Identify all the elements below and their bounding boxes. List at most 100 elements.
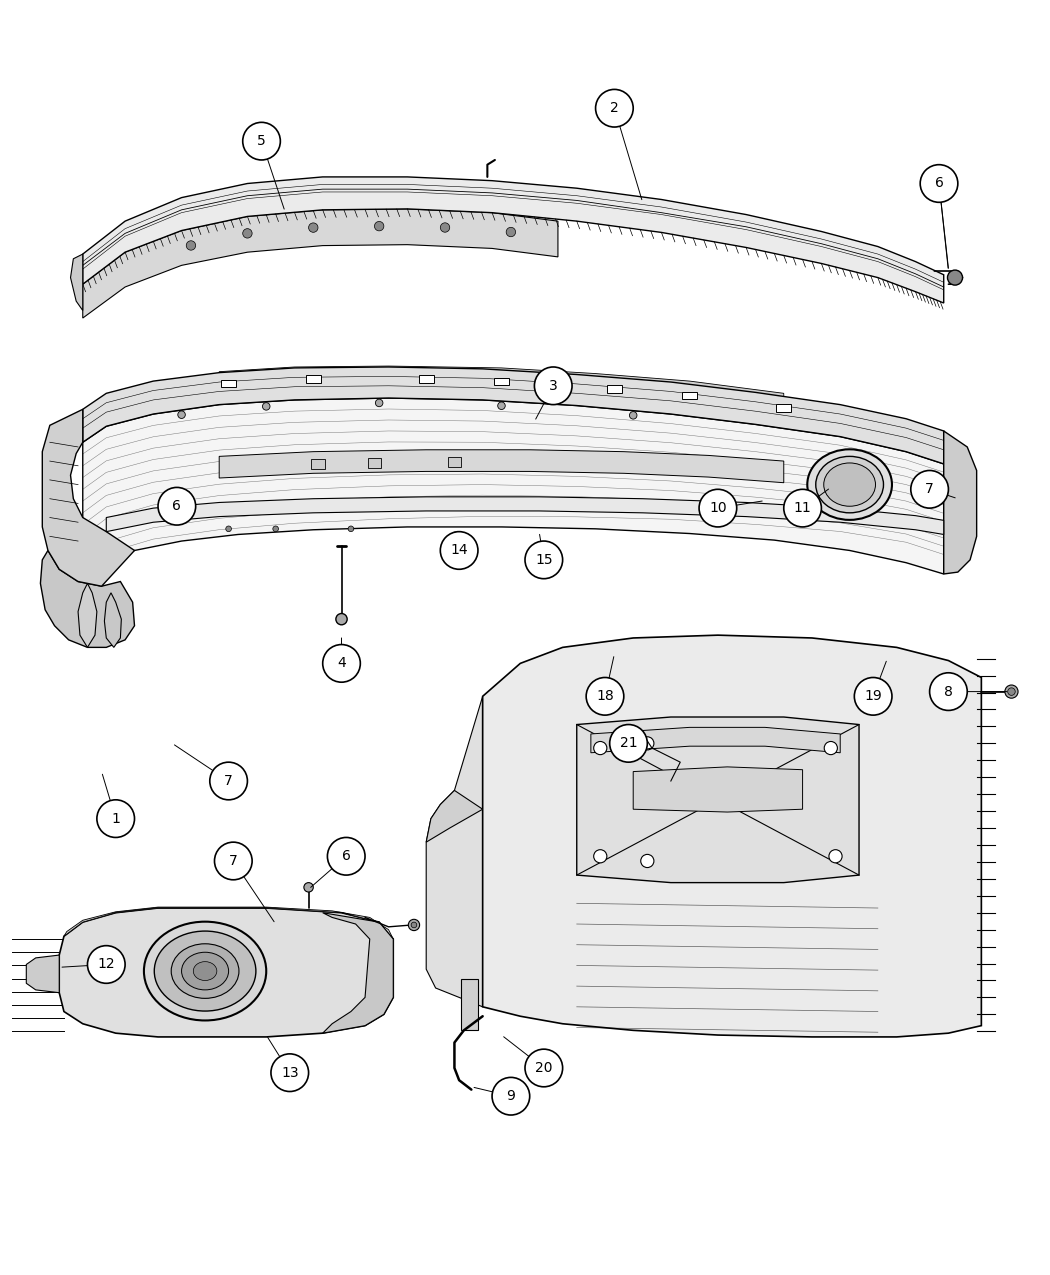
Circle shape	[610, 724, 647, 762]
Polygon shape	[83, 367, 944, 464]
Bar	[306, 375, 321, 382]
Text: 13: 13	[281, 1066, 298, 1080]
Circle shape	[498, 402, 505, 409]
Text: 3: 3	[549, 379, 558, 393]
Polygon shape	[576, 717, 859, 882]
Text: 7: 7	[925, 482, 934, 496]
Text: 1: 1	[111, 812, 120, 826]
Circle shape	[440, 223, 449, 232]
Circle shape	[855, 677, 891, 715]
Polygon shape	[104, 593, 122, 648]
Polygon shape	[64, 907, 394, 940]
Text: 11: 11	[794, 501, 812, 515]
Text: 7: 7	[225, 774, 233, 788]
Circle shape	[699, 490, 737, 527]
Circle shape	[322, 645, 360, 682]
Circle shape	[586, 677, 624, 715]
Circle shape	[159, 487, 195, 525]
Circle shape	[506, 227, 516, 237]
Circle shape	[1008, 687, 1015, 695]
Text: 18: 18	[596, 690, 614, 704]
Circle shape	[640, 854, 654, 867]
Text: 5: 5	[257, 134, 266, 148]
Circle shape	[629, 412, 637, 419]
Circle shape	[271, 1054, 309, 1091]
Circle shape	[929, 673, 967, 710]
Circle shape	[214, 843, 252, 880]
Circle shape	[492, 1077, 529, 1116]
Circle shape	[273, 527, 278, 532]
Circle shape	[440, 532, 478, 569]
Ellipse shape	[171, 944, 239, 998]
Ellipse shape	[193, 961, 217, 980]
Bar	[368, 458, 381, 468]
Text: 2: 2	[610, 101, 618, 115]
Circle shape	[97, 799, 134, 838]
Polygon shape	[426, 696, 483, 1007]
Bar	[448, 458, 461, 467]
Circle shape	[593, 849, 607, 863]
Circle shape	[595, 89, 633, 128]
Text: 8: 8	[944, 685, 952, 699]
Circle shape	[824, 742, 838, 755]
Circle shape	[87, 946, 125, 983]
Text: 4: 4	[337, 657, 345, 671]
Bar	[461, 979, 478, 1030]
Circle shape	[262, 403, 270, 411]
Circle shape	[349, 527, 354, 532]
Polygon shape	[322, 913, 394, 1033]
Text: 6: 6	[172, 500, 182, 514]
Circle shape	[525, 541, 563, 579]
Text: 9: 9	[506, 1089, 516, 1103]
Ellipse shape	[807, 449, 891, 520]
Text: 14: 14	[450, 543, 468, 557]
Polygon shape	[106, 497, 944, 534]
Polygon shape	[26, 955, 59, 993]
Circle shape	[376, 399, 383, 407]
Bar	[776, 404, 792, 412]
Bar	[682, 391, 697, 399]
Circle shape	[303, 882, 313, 892]
Circle shape	[210, 762, 248, 799]
Polygon shape	[633, 766, 802, 812]
Ellipse shape	[816, 456, 883, 513]
Circle shape	[910, 470, 948, 509]
Bar	[312, 459, 324, 468]
Polygon shape	[426, 790, 483, 843]
Polygon shape	[83, 177, 944, 303]
Polygon shape	[59, 908, 394, 1037]
Circle shape	[408, 919, 420, 931]
Polygon shape	[42, 409, 134, 586]
Text: 19: 19	[864, 690, 882, 704]
Bar	[222, 380, 236, 388]
Circle shape	[534, 367, 572, 404]
Text: 7: 7	[229, 854, 237, 868]
Polygon shape	[483, 635, 982, 1037]
Ellipse shape	[144, 922, 267, 1020]
Circle shape	[947, 270, 963, 286]
Circle shape	[1005, 685, 1018, 699]
Polygon shape	[219, 450, 783, 483]
Polygon shape	[70, 254, 83, 311]
Circle shape	[375, 222, 384, 231]
Circle shape	[783, 490, 821, 527]
Polygon shape	[40, 551, 134, 648]
Circle shape	[412, 922, 417, 928]
Polygon shape	[219, 366, 783, 405]
Ellipse shape	[182, 952, 229, 989]
Circle shape	[177, 411, 185, 418]
Circle shape	[828, 849, 842, 863]
Ellipse shape	[824, 463, 876, 506]
Circle shape	[525, 1049, 563, 1086]
Bar	[607, 385, 622, 393]
Polygon shape	[83, 398, 944, 584]
Bar	[419, 375, 434, 382]
Circle shape	[920, 164, 958, 203]
Ellipse shape	[154, 931, 256, 1011]
Polygon shape	[944, 431, 977, 574]
Circle shape	[309, 223, 318, 232]
Text: 6: 6	[342, 849, 351, 863]
Text: 10: 10	[709, 501, 727, 515]
Circle shape	[593, 742, 607, 755]
Circle shape	[226, 527, 231, 532]
